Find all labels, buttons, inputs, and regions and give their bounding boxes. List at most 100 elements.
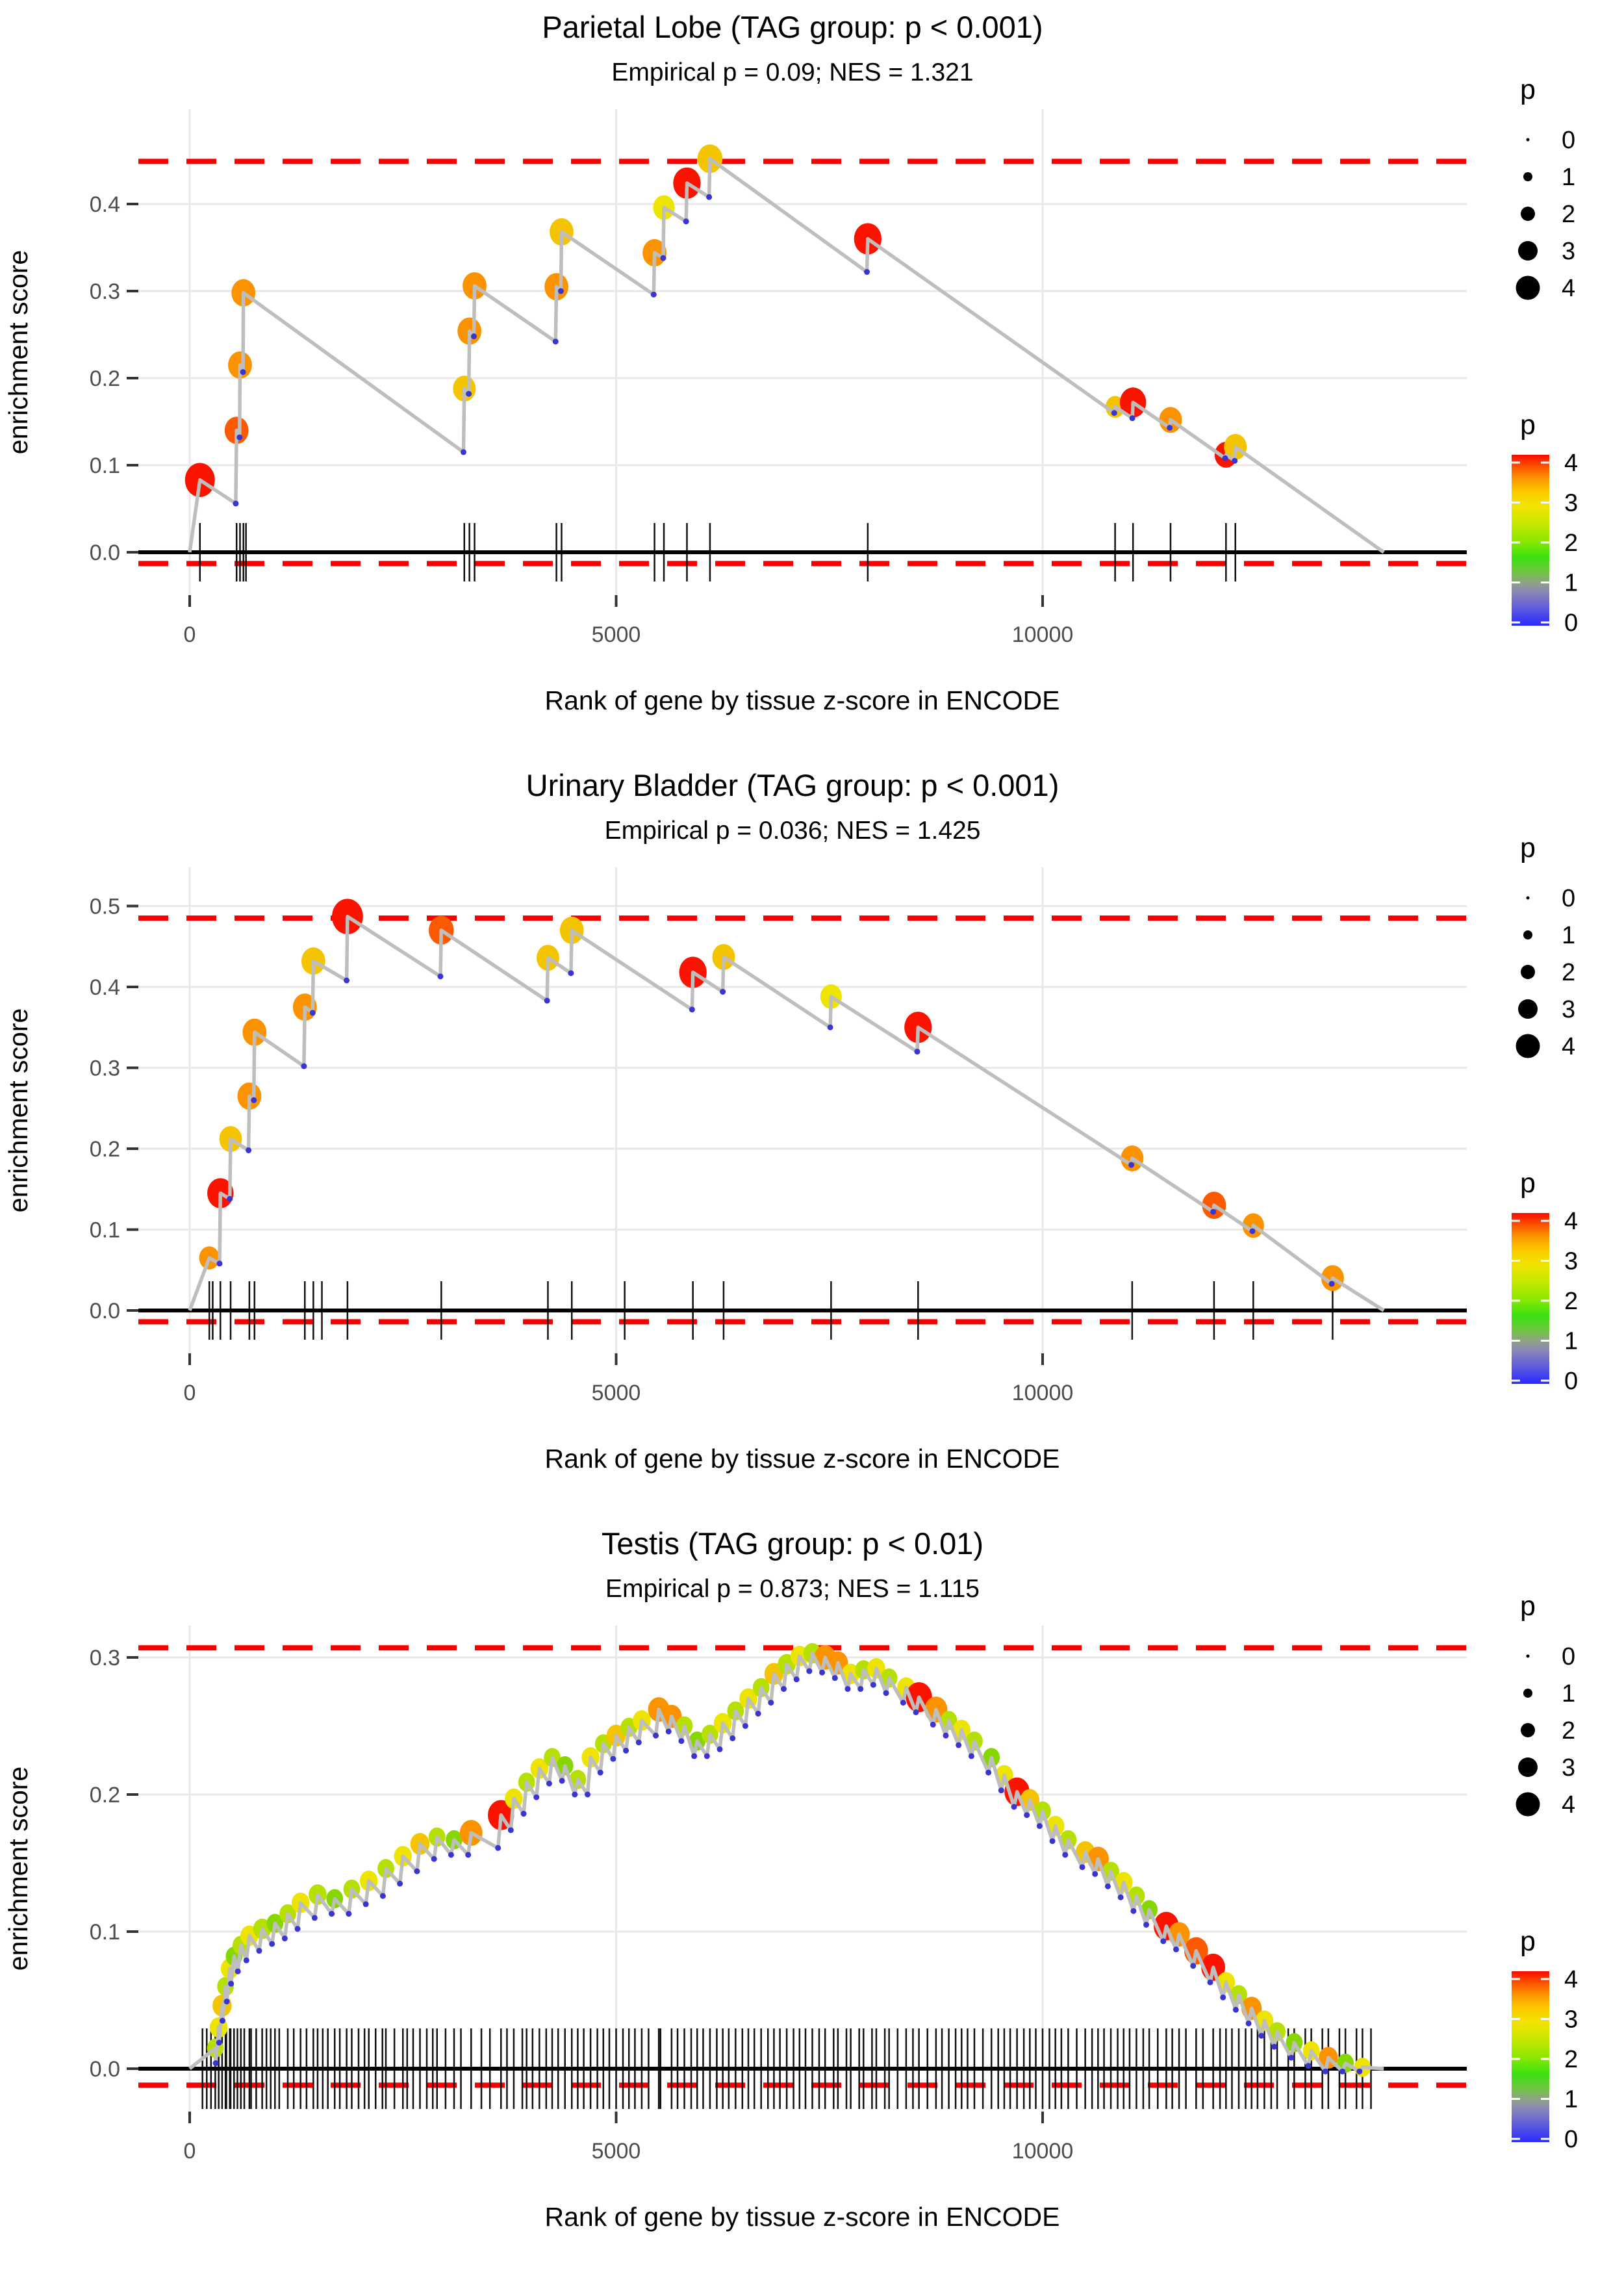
valley-dot [546, 1780, 552, 1787]
size-legend-dot [1526, 896, 1530, 900]
color-legend-title: p [1520, 409, 1536, 441]
valley-dot [294, 1926, 301, 1932]
size-legend-dot [1518, 999, 1538, 1019]
size-legend-title: p [1520, 74, 1536, 105]
valley-dot [379, 1893, 386, 1899]
valley-dot [431, 1856, 437, 1862]
running-score-line [188, 1651, 1384, 2073]
size-legend-dot [1523, 172, 1532, 181]
size-legend-title: p [1520, 1591, 1536, 1622]
color-legend-label: 3 [1564, 1248, 1578, 1275]
valley-dot [717, 1746, 723, 1752]
y-tick-label: 0.5 [90, 895, 120, 919]
valley-dot [1220, 1994, 1226, 2000]
valley-dot [1117, 1894, 1124, 1900]
valley-dot [397, 1880, 403, 1887]
valley-dot [301, 1063, 307, 1069]
size-legend-label: 2 [1562, 959, 1575, 986]
running-score-line [188, 914, 1385, 1312]
valley-dot [1222, 455, 1228, 461]
x-axis-label: Rank of gene by tissue z-score in ENCODE [545, 2202, 1060, 2232]
valley-dot [1079, 1864, 1085, 1871]
color-legend-label: 4 [1564, 450, 1578, 477]
valley-dot [281, 1935, 288, 1942]
valley-dot [1143, 1921, 1150, 1928]
valley-dot [1210, 1208, 1217, 1215]
valley-dot [236, 434, 243, 441]
valley-dot [678, 1738, 685, 1744]
valley-dot [1356, 2068, 1363, 2075]
size-legend-label: 1 [1562, 1680, 1575, 1707]
y-tick-label: 0.0 [90, 1299, 120, 1323]
size-legend-label: 4 [1562, 1791, 1575, 1819]
size-legend-dot [1526, 138, 1530, 142]
size-legend-dot [1526, 1654, 1530, 1658]
valley-dot [1092, 1871, 1098, 1877]
color-legend-label: 0 [1564, 1368, 1578, 1395]
valley-dot [269, 1941, 275, 1947]
running-score-line [188, 157, 1385, 554]
valley-dot [597, 1769, 603, 1776]
x-tick-label: 0 [184, 622, 196, 647]
valley-dot [1173, 1946, 1179, 1952]
valley-dot [414, 1868, 420, 1874]
valley-dot [689, 1006, 695, 1013]
valley-dot [956, 1742, 962, 1748]
valley-dot [1288, 2054, 1295, 2061]
y-axis-label: enrichment score [3, 250, 33, 454]
color-legend-label: 1 [1564, 2086, 1578, 2114]
valley-dot [968, 1753, 974, 1759]
y-tick-label: 0.4 [90, 192, 120, 217]
valley-dot [233, 500, 239, 507]
valley-dot [311, 1915, 318, 1921]
valley-dot [623, 1747, 629, 1754]
valley-dot [559, 1778, 565, 1784]
valley-dot [1305, 2063, 1312, 2069]
valley-dot [610, 1756, 616, 1762]
y-tick-label: 0.3 [90, 1056, 120, 1081]
color-legend-title: p [1520, 1168, 1536, 1199]
valley-dot [1322, 2068, 1328, 2075]
valley-dot [465, 1852, 472, 1858]
valley-dot [998, 1787, 1004, 1794]
x-tick-label: 5000 [592, 1381, 641, 1405]
valley-dot [470, 333, 477, 340]
color-legend-label: 2 [1564, 2046, 1578, 2073]
valley-dot [507, 1827, 514, 1833]
x-axis-label: Rank of gene by tissue z-score in ENCODE [545, 685, 1060, 715]
size-legend-dot [1518, 241, 1538, 261]
size-legend-label: 4 [1562, 275, 1575, 302]
plot-urinary-bladder-svg: 0 5000 10000 0.0 0.1 0.2 0.3 0.4 0.5 Urinary Bla… [3, 768, 1578, 1474]
x-axis-label: Rank of gene by tissue z-score in ENCODE [545, 1444, 1060, 1474]
valley-dot [216, 1260, 223, 1267]
size-legend-dot [1518, 1757, 1538, 1777]
valley-dot [755, 1711, 761, 1717]
valley-dot [900, 1700, 906, 1706]
y-axis-label: enrichment score [3, 1767, 33, 1971]
valley-dot [793, 1676, 800, 1683]
plot-subtitle: Empirical p = 0.09; NES = 1.321 [611, 58, 973, 86]
valley-dot [1190, 1963, 1197, 1969]
x-tick-label: 10000 [1012, 1381, 1074, 1405]
valley-dot [1036, 1823, 1043, 1830]
valley-dot [870, 1681, 876, 1688]
y-tick-label: 0.2 [90, 1783, 120, 1808]
size-legend-dot [1521, 1723, 1535, 1737]
size-legend-dot [1516, 275, 1540, 300]
plot-subtitle: Empirical p = 0.873; NES = 1.115 [605, 1575, 980, 1603]
valley-dot [460, 449, 466, 455]
size-legend-label: 2 [1562, 201, 1575, 228]
color-legend-label: 4 [1564, 1966, 1578, 1993]
valley-dot [768, 1700, 774, 1706]
x-tick-label: 0 [184, 1381, 196, 1405]
valley-dot [585, 1791, 591, 1798]
y-tick-label: 0.0 [90, 2057, 120, 2082]
valley-dot [346, 1911, 352, 1917]
plot-urinary-bladder: 0 5000 10000 0.0 0.1 0.2 0.3 0.4 0.5 Urinary Bla… [0, 758, 1624, 1516]
valley-dot [1207, 1979, 1213, 1986]
plot-title: Testis (TAG group: p < 0.01) [602, 1526, 983, 1561]
